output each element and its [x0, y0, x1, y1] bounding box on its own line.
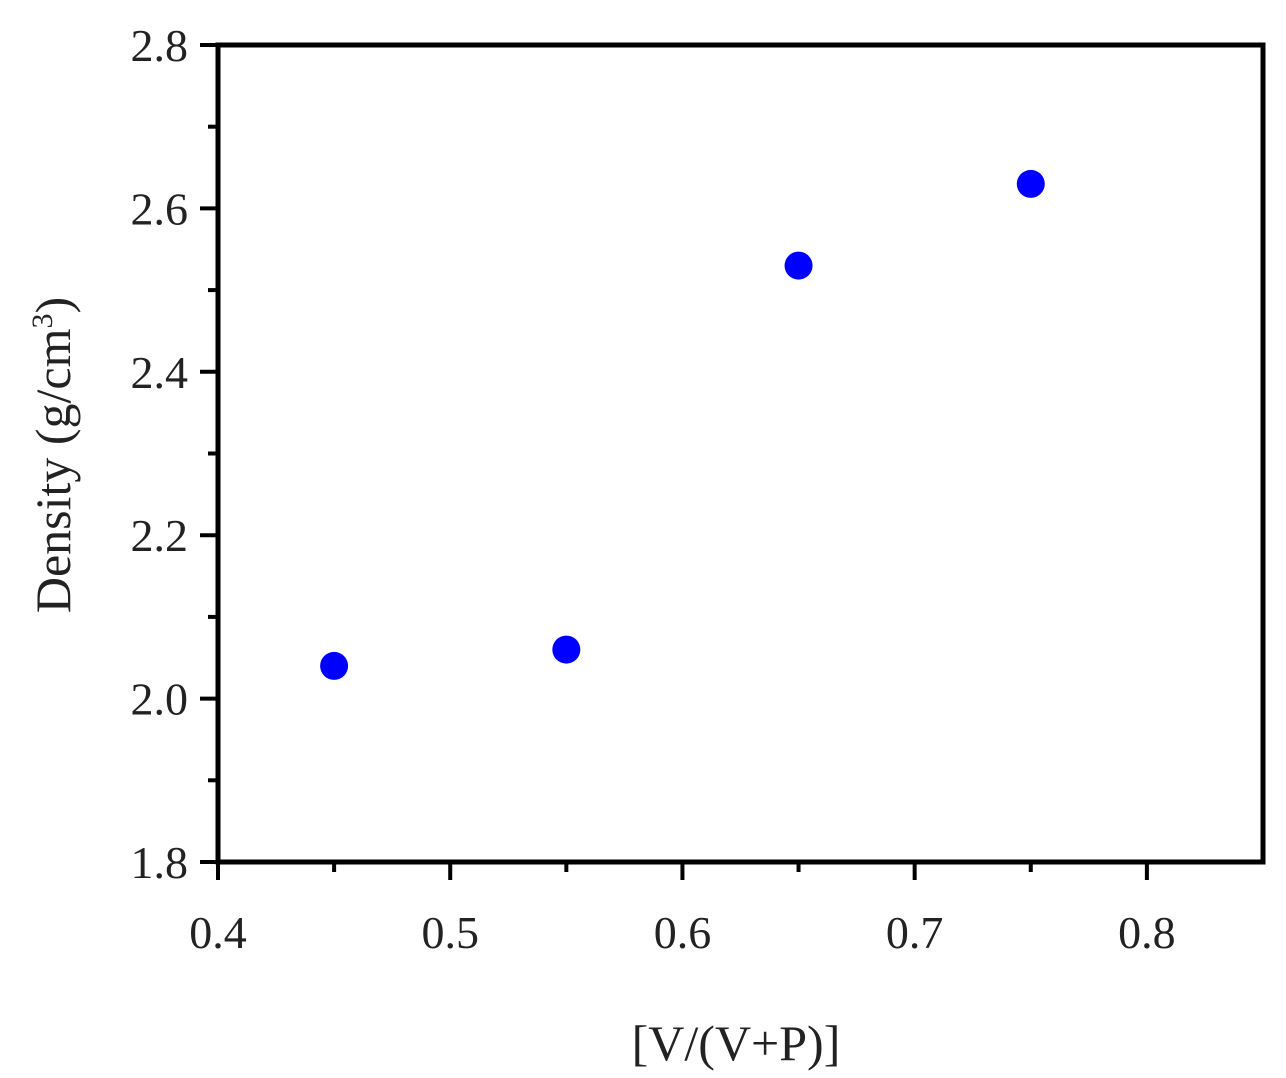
y-axis-title-close: )	[25, 297, 81, 314]
data-points	[320, 169, 1045, 680]
x-axis-title: [V/(V+P)]	[632, 1015, 841, 1071]
y-axis-title-superscript: 3	[26, 313, 59, 328]
y-tick-label: 2.4	[131, 347, 189, 398]
y-axis-ticks	[200, 43, 218, 864]
y-axis-title: Density (g/cm3)	[25, 297, 81, 613]
y-tick-label: 1.8	[131, 837, 189, 888]
x-tick-label: 0.7	[886, 907, 944, 958]
y-tick-label: 2.2	[131, 510, 189, 561]
plot-frame	[215, 42, 1266, 865]
y-tick-label: 2.0	[131, 674, 189, 725]
y-axis-tick-labels: 1.8 2.0 2.2 2.4 2.6 2.8	[131, 20, 189, 888]
y-axis-title-main: Density (g/cm	[25, 328, 81, 613]
y-tick-label: 2.6	[131, 183, 189, 234]
data-point	[784, 251, 813, 280]
x-tick-label: 0.8	[1118, 907, 1176, 958]
y-tick-label: 2.8	[131, 20, 189, 71]
x-tick-label: 0.5	[421, 907, 479, 958]
x-axis-tick-labels: 0.4 0.5 0.6 0.7 0.8	[189, 907, 1175, 958]
x-axis-ticks	[216, 862, 1149, 880]
data-point	[552, 635, 581, 664]
x-tick-label: 0.4	[189, 907, 247, 958]
data-point	[1016, 169, 1045, 198]
data-point	[320, 651, 349, 680]
x-tick-label: 0.6	[654, 907, 712, 958]
